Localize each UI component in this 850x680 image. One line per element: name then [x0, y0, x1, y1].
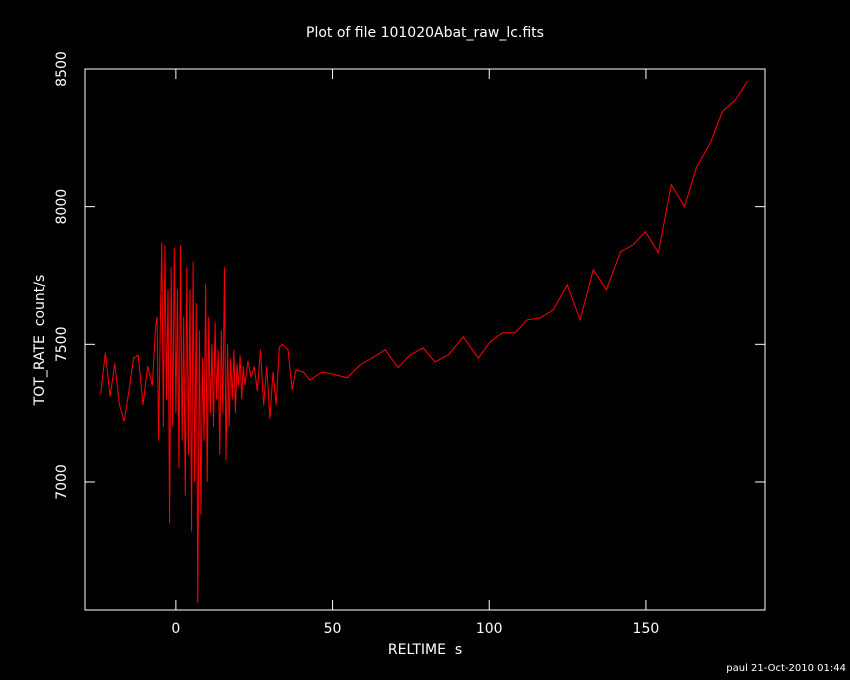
y-tick-label: 7500: [54, 326, 70, 362]
footer: paul 21-Oct-2010 01:44: [726, 663, 846, 674]
plot-frame: [84, 68, 766, 611]
x-tick-label: 0: [171, 621, 180, 637]
y-tick-label: 8500: [54, 51, 70, 87]
x-tick-label: 100: [476, 621, 503, 637]
y-tick-label: 8000: [54, 189, 70, 225]
x-axis-label: RELTIME s: [388, 642, 462, 658]
x-tick-label: 150: [633, 621, 660, 637]
y-tick-label: 7000: [54, 464, 70, 500]
y-axis-label: TOT_RATE count/s: [32, 275, 48, 407]
x-tick-label: 50: [324, 621, 342, 637]
data-line: [100, 81, 748, 604]
chart-title: Plot of file 101020Abat_raw_lc.fits: [306, 25, 544, 41]
